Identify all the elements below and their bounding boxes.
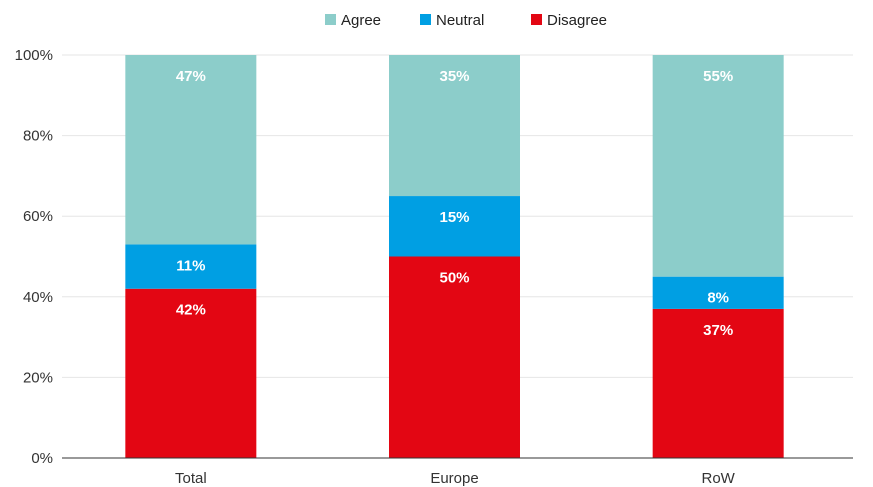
- bar-segment-disagree: [652, 308, 784, 458]
- bar-segment-neutral: [125, 244, 257, 289]
- legend-label-disagree: Disagree: [547, 12, 607, 29]
- bar-segment-disagree: [389, 256, 520, 458]
- bar-segment-disagree: [125, 288, 257, 458]
- data-label: 50%: [439, 270, 469, 287]
- data-label: 35%: [439, 68, 469, 85]
- bar-segment-agree: [125, 55, 257, 245]
- bar-labels: 42% 11% 47% 50% 15% 35% 37% 8% 55%: [176, 68, 733, 339]
- legend-swatch-agree: [325, 14, 336, 25]
- x-axis-ticks: Total Europe RoW: [175, 470, 736, 487]
- x-tick-label: RoW: [701, 470, 735, 487]
- legend-label-neutral: Neutral: [436, 12, 484, 29]
- y-tick-label: 20%: [23, 369, 53, 386]
- y-tick-label: 0%: [31, 450, 53, 467]
- bar-segment-neutral: [389, 196, 520, 257]
- bars: [125, 55, 784, 458]
- bar-segment-neutral: [652, 276, 784, 309]
- data-label: 47%: [176, 68, 206, 85]
- y-tick-label: 80%: [23, 128, 53, 145]
- y-tick-label: 60%: [23, 208, 53, 225]
- data-label: 8%: [707, 290, 729, 307]
- legend-swatch-disagree: [531, 14, 542, 25]
- x-tick-label: Total: [175, 470, 207, 487]
- legend-label-agree: Agree: [341, 12, 381, 29]
- data-label: 42%: [176, 302, 206, 319]
- data-label: 55%: [703, 68, 733, 85]
- x-tick-label: Europe: [430, 470, 478, 487]
- legend: Agree Neutral Disagree: [325, 12, 607, 29]
- bar-segment-agree: [652, 55, 784, 277]
- legend-swatch-neutral: [420, 14, 431, 25]
- data-label: 37%: [703, 322, 733, 339]
- data-label: 11%: [176, 257, 205, 274]
- y-tick-label: 100%: [15, 47, 53, 64]
- y-tick-label: 40%: [23, 289, 53, 306]
- y-axis-ticks: 0% 20% 40% 60% 80% 100%: [15, 47, 53, 467]
- bar-segment-agree: [389, 55, 520, 197]
- data-label: 15%: [439, 209, 469, 226]
